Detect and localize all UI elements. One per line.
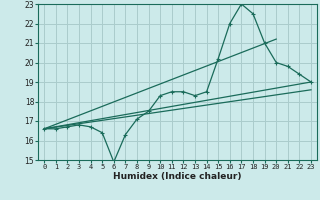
X-axis label: Humidex (Indice chaleur): Humidex (Indice chaleur)	[113, 172, 242, 181]
